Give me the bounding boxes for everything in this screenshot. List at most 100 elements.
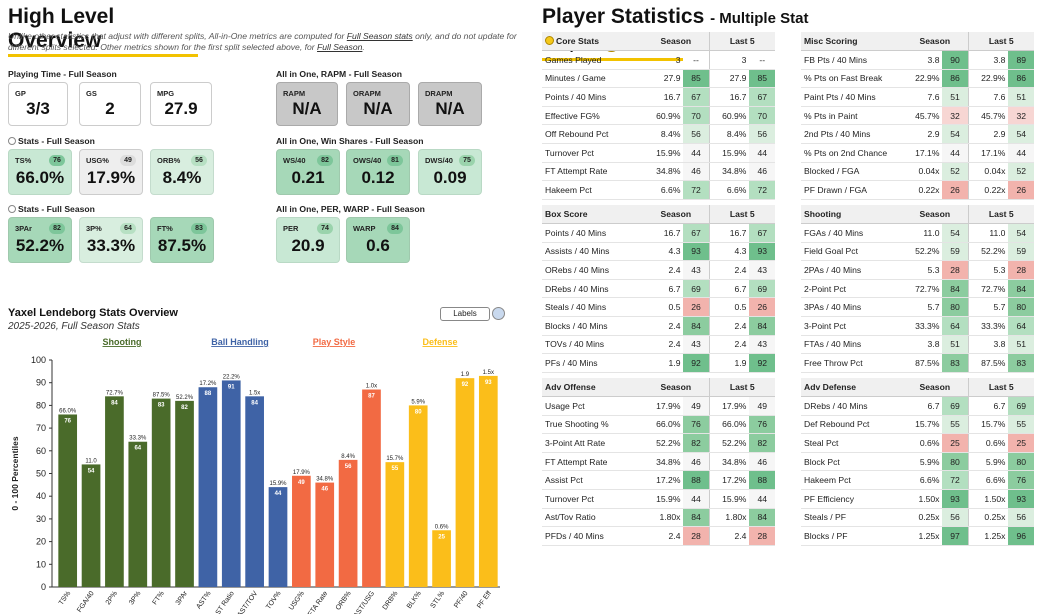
section-radio-icon[interactable] [8, 137, 16, 145]
stat-value: 17.2% [643, 470, 684, 491]
x-tick-label: FGA/40 [76, 590, 96, 614]
stat-value: 66.0% [643, 415, 684, 435]
table-row: 2PAs / 40 Mins 5.3 28 5.3 28 [801, 260, 1034, 280]
col-season[interactable]: Season [902, 205, 969, 225]
stat-value: 72.7% [967, 279, 1009, 299]
legend-shooting: Shooting [103, 337, 142, 347]
col-season[interactable]: Season [643, 32, 710, 52]
table-row: FT Attempt Rate 34.8% 46 34.8% 46 [542, 452, 775, 472]
stat-value: 6.7 [967, 396, 1009, 416]
legend-play-style: Play Style [313, 337, 356, 347]
col-last5[interactable]: Last 5 [708, 205, 775, 225]
stat-percentile: 69 [749, 279, 775, 299]
x-tick-label: PF Eff [476, 590, 493, 610]
stat-value: 2.4 [643, 316, 684, 336]
table-row: FB Pts / 40 Mins 3.8 90 3.8 89 [801, 50, 1034, 70]
stat-value: 4.3 [643, 242, 684, 262]
table-row: 3PAs / 40 Mins 5.7 80 5.7 80 [801, 297, 1034, 318]
stat-name: Minutes / Game [542, 69, 644, 89]
stat-name: Turnover Pct [542, 143, 644, 163]
y-tick-label: 70 [36, 423, 46, 433]
stat-value: 52.2% [708, 433, 750, 453]
stat-percentile: -- [749, 50, 775, 70]
stat-value: 1.9 [708, 353, 750, 373]
stat-name: Def Rebound Pct [801, 415, 903, 435]
col-last5[interactable]: Last 5 [708, 378, 775, 398]
stat-value: 3.8 [902, 335, 943, 355]
stat-name: Steals / PF [801, 508, 903, 528]
col-season[interactable]: Season [902, 32, 969, 52]
col-last5[interactable]: Last 5 [967, 32, 1034, 52]
stat-percentile: 93 [749, 242, 775, 262]
col-last5[interactable]: Last 5 [708, 32, 775, 52]
table-adv-offense: Adv Offense Season Last 5 Usage Pct 17.9% 49 1… [542, 378, 775, 546]
y-tick-label: 30 [36, 514, 46, 524]
bar-percentile-label: 44 [275, 491, 282, 497]
stat-value: 34.8% [643, 452, 684, 472]
stat-percentile: 51 [942, 87, 969, 107]
table-row: Turnover Pct 15.9% 44 15.9% 44 [542, 143, 775, 163]
bar-percentile-label: 46 [321, 487, 328, 493]
col-season[interactable]: Season [643, 205, 710, 225]
col-last5[interactable]: Last 5 [967, 378, 1034, 398]
col-season[interactable]: Season [643, 378, 710, 398]
stat-value: 0.04x [967, 162, 1009, 182]
x-tick-label: BLK% [406, 590, 423, 610]
stat-percentile: 56 [1008, 508, 1034, 528]
table-row: PFs / 40 Mins 1.9 92 1.9 92 [542, 353, 775, 373]
stat-value: 60.9% [708, 106, 750, 126]
stat-value: 17.1% [902, 143, 943, 163]
percentile-pill: 81 [387, 155, 403, 166]
stat-value: 34.8% [708, 452, 750, 472]
stat-value: 52.2% [643, 433, 684, 453]
percentile-pill: 84 [387, 223, 403, 234]
table-header: Shooting Season Last 5 [801, 205, 1034, 225]
labels-toggle[interactable] [492, 307, 505, 320]
stat-value: 2.4 [708, 526, 750, 546]
stat-value: 2.9 [902, 124, 943, 145]
stat-value: 0.5 [708, 297, 750, 318]
stat-value: 1.9 [643, 353, 684, 373]
stat-percentile: 84 [683, 316, 710, 336]
bar [151, 398, 171, 587]
stat-name: Steals / 40 Mins [542, 297, 644, 318]
table-row: Def Rebound Pct 15.7% 55 15.7% 55 [801, 415, 1034, 435]
table-row: Steal Pct 0.6% 25 0.6% 25 [801, 433, 1034, 453]
card-ws40: WS/40 82 0.21 [276, 149, 340, 195]
stat-value: 6.6% [967, 470, 1009, 491]
table-row: Paint Pts / 40 Mins 7.6 51 7.6 51 [801, 87, 1034, 107]
table-row: FGAs / 40 Mins 11.0 54 11.0 54 [801, 223, 1034, 243]
bar [408, 405, 428, 587]
stat-value: 0.22x [902, 180, 943, 200]
bar-percentile-label: 55 [391, 466, 398, 472]
section-radio-icon[interactable] [8, 205, 16, 213]
stat-name: Blocked / FGA [801, 162, 903, 182]
stat-percentile: 83 [942, 353, 969, 373]
stat-value: 15.7% [967, 415, 1009, 435]
stat-value: 16.7 [708, 87, 750, 107]
stat-value: 5.3 [902, 260, 943, 280]
stat-value: 2.4 [643, 260, 684, 280]
card-orb: ORB% 56 8.4% [150, 149, 214, 195]
y-tick-label: 100 [31, 355, 46, 365]
labels-button[interactable]: Labels [440, 307, 490, 321]
bar-stat-label: 1.0x [366, 384, 377, 390]
stat-percentile: 67 [683, 87, 710, 107]
legend-ball-handling: Ball Handling [211, 337, 269, 347]
stat-percentile: 83 [1008, 353, 1034, 373]
col-season[interactable]: Season [902, 378, 969, 398]
col-last5[interactable]: Last 5 [967, 205, 1034, 225]
stat-name: Effective FG% [542, 106, 644, 126]
stat-name: Games Played [542, 50, 644, 70]
stat-percentile: 80 [942, 452, 969, 472]
table-row: Blocks / 40 Mins 2.4 84 2.4 84 [542, 316, 775, 336]
bar-stat-label: 15.7% [386, 456, 404, 462]
bar-stat-label: 17.2% [199, 381, 217, 387]
bar [268, 487, 288, 587]
stat-percentile: 70 [749, 106, 775, 126]
bar-stat-label: 0.6% [435, 524, 449, 530]
bar-percentile-label: 84 [111, 400, 118, 406]
stat-value: 1.25x [902, 526, 943, 546]
stat-name: 3-Point Att Rate [542, 433, 644, 453]
stat-percentile: 54 [1008, 124, 1034, 145]
